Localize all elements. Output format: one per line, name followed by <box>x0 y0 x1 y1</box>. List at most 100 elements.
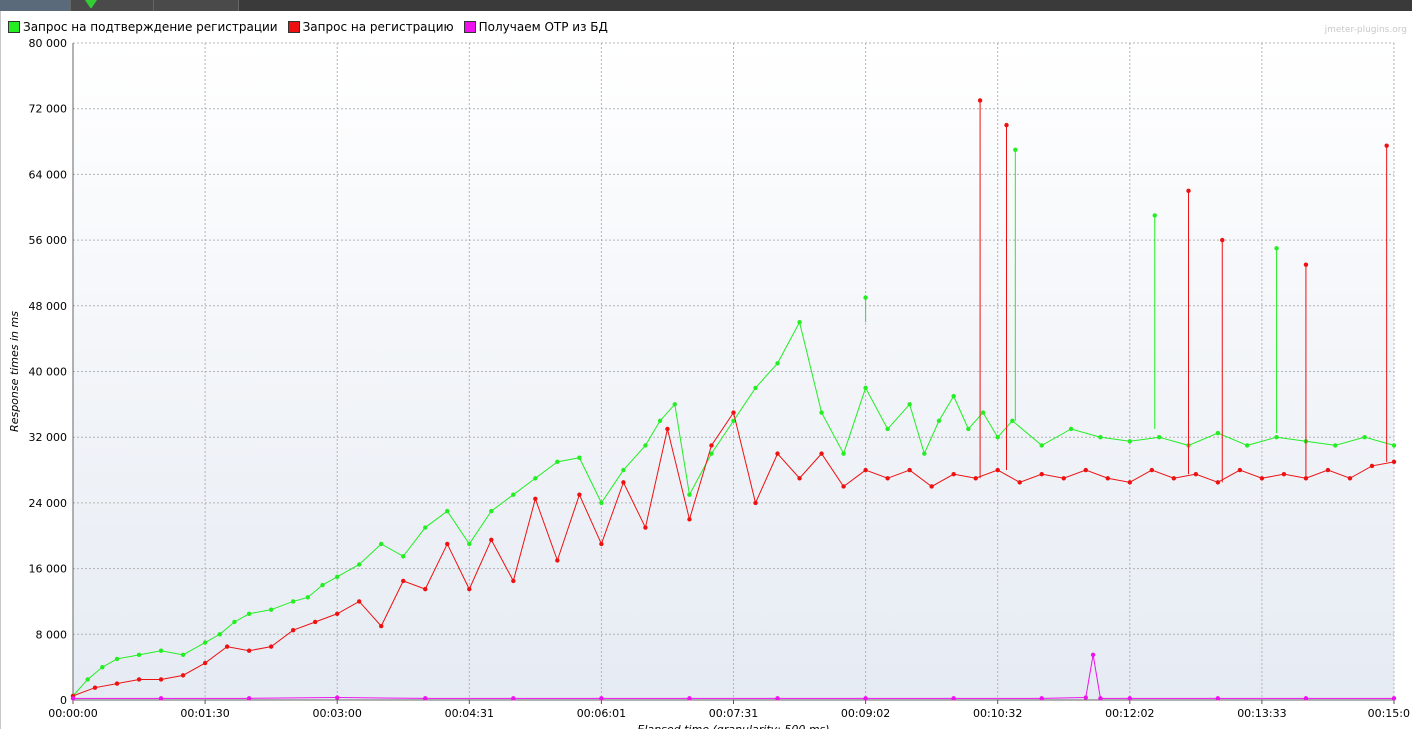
x-tick-label: 00:12:02 <box>1105 707 1154 720</box>
data-point <box>687 517 692 522</box>
data-point <box>401 554 406 559</box>
spike-point <box>1303 262 1309 267</box>
data-point <box>1215 480 1221 485</box>
data-point <box>863 467 868 473</box>
x-axis-title: Elapsed time (granularity: 500 ms) <box>637 723 829 729</box>
data-point <box>305 595 311 600</box>
data-point <box>1061 476 1066 481</box>
data-point <box>114 681 120 686</box>
chart-legend: Запрос на подтверждение регистрации Запр… <box>8 19 608 35</box>
spike-point <box>1004 122 1009 128</box>
x-tick-label: 00:10:32 <box>973 707 1022 720</box>
data-point <box>599 541 604 547</box>
data-point <box>929 484 934 489</box>
data-point <box>224 644 230 649</box>
data-point <box>775 361 780 366</box>
data-point <box>533 476 538 481</box>
data-point <box>621 480 626 485</box>
legend-label: Запрос на регистрацию <box>302 20 454 34</box>
data-point <box>511 696 516 701</box>
data-point <box>180 673 186 678</box>
data-point <box>467 586 472 592</box>
data-point <box>1391 459 1397 465</box>
y-tick-label: 24 000 <box>29 497 68 510</box>
data-point <box>379 623 384 629</box>
data-point <box>687 696 692 701</box>
tab-graph[interactable] <box>0 0 71 11</box>
data-point <box>709 451 714 456</box>
data-point <box>158 677 164 682</box>
legend-item: Запрос на регистрацию <box>287 20 454 34</box>
legend-label: Получаем OTP из БД <box>478 20 608 34</box>
data-point <box>951 471 956 477</box>
data-point <box>775 696 780 701</box>
data-point <box>951 393 956 399</box>
data-point <box>232 619 237 625</box>
y-tick-label: 40 000 <box>29 366 68 379</box>
x-tick-label: 00:03:00 <box>312 707 361 720</box>
data-point <box>907 402 912 407</box>
data-point <box>577 455 582 460</box>
data-point <box>158 696 164 701</box>
data-point <box>1090 652 1096 658</box>
data-point <box>1010 418 1015 423</box>
data-point <box>100 664 105 670</box>
data-point <box>1017 480 1022 485</box>
legend-label: Запрос на подтверждение регистрации <box>23 20 278 34</box>
data-point <box>1362 435 1367 440</box>
data-point <box>1149 467 1155 473</box>
y-tick-label: 48 000 <box>29 300 68 313</box>
spike-point <box>977 98 983 103</box>
x-tick-label: 00:15:0 <box>1368 707 1410 720</box>
data-point <box>1039 443 1044 448</box>
data-point <box>533 496 538 501</box>
data-point <box>555 558 560 563</box>
data-point <box>966 426 971 432</box>
data-point <box>995 467 1000 473</box>
data-point <box>775 451 780 456</box>
data-point <box>1068 426 1074 432</box>
data-point <box>687 492 692 497</box>
legend-swatch <box>463 21 476 33</box>
data-point <box>1039 471 1044 477</box>
data-point <box>995 435 1000 440</box>
data-point <box>180 652 186 658</box>
data-point <box>246 611 252 616</box>
data-point <box>1127 480 1133 485</box>
data-point <box>599 696 604 701</box>
data-point <box>1127 439 1133 444</box>
x-tick-label: 00:07:31 <box>709 707 758 720</box>
x-tick-label: 00:09:02 <box>841 707 890 720</box>
data-point <box>467 541 472 547</box>
tab-rows[interactable] <box>154 0 239 11</box>
data-point <box>1259 476 1265 481</box>
tab-settings[interactable] <box>71 0 154 11</box>
y-tick-label: 56 000 <box>29 234 68 247</box>
data-point <box>1333 443 1338 448</box>
data-point <box>158 648 164 653</box>
legend-swatch <box>8 21 20 33</box>
data-point <box>797 320 802 325</box>
data-point <box>401 578 406 584</box>
data-point <box>1171 476 1177 481</box>
data-point <box>1039 696 1044 701</box>
spike-point <box>863 295 868 300</box>
data-point <box>489 508 494 514</box>
shield-icon <box>85 0 97 8</box>
data-point <box>445 508 450 514</box>
data-point <box>1347 476 1353 481</box>
data-point <box>951 696 956 701</box>
data-point <box>577 492 582 497</box>
data-point <box>841 451 846 456</box>
data-point <box>70 696 76 701</box>
x-tick-label: 00:06:01 <box>577 707 626 720</box>
y-tick-label: 32 000 <box>29 431 68 444</box>
data-point <box>1193 471 1199 477</box>
data-point <box>1245 443 1250 448</box>
data-point <box>1215 696 1221 701</box>
legend-item: Получаем OTP из БД <box>463 20 608 34</box>
data-point <box>1281 471 1287 477</box>
top-toolbar <box>0 0 1412 11</box>
data-point <box>85 677 90 682</box>
data-point <box>643 525 648 530</box>
